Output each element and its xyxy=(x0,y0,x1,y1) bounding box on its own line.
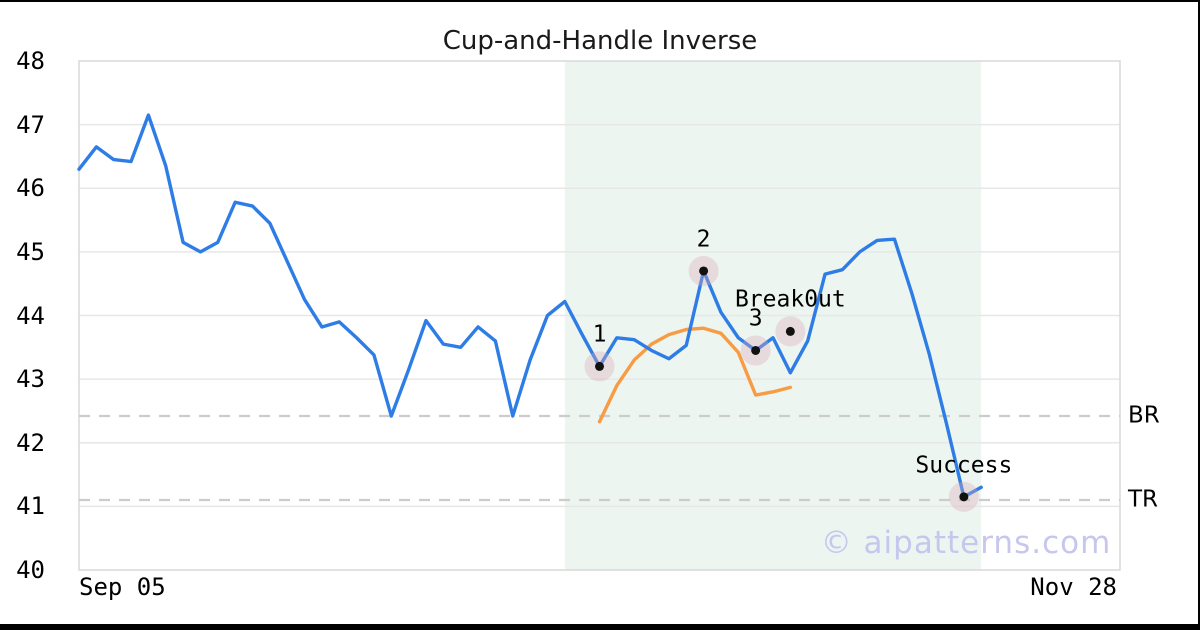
y-tick-label: 42 xyxy=(16,428,45,457)
marker-dot-3 xyxy=(751,345,761,355)
annotation-label-1: 1 xyxy=(592,321,607,348)
level-label-br: BR xyxy=(1128,402,1160,429)
y-tick-label: 47 xyxy=(16,110,45,139)
marker-dot-break0ut xyxy=(785,326,795,336)
annotation-label-3: 3 xyxy=(748,305,763,332)
annotation-label-break0ut: Break0ut xyxy=(734,286,846,313)
series-pattern-overlay xyxy=(597,326,793,424)
series-price xyxy=(77,113,983,499)
marker-dot-1 xyxy=(595,361,604,371)
y-tick-label: 40 xyxy=(16,556,45,584)
plot-border xyxy=(78,60,1121,571)
marker-dot-success xyxy=(959,492,969,502)
annotation-label-2: 2 xyxy=(696,226,711,253)
x-tick-label-end: Nov 28 xyxy=(1030,573,1117,601)
y-tick-label: 46 xyxy=(16,174,45,203)
x-tick-label-start: Sep 05 xyxy=(79,573,166,601)
level-label-tr: TR xyxy=(1128,486,1159,513)
marker-dot-2 xyxy=(699,266,709,276)
chart-title: Cup-and-Handle Inverse xyxy=(442,26,758,56)
y-tick-label: 43 xyxy=(16,365,45,394)
y-tick-label: 45 xyxy=(16,237,45,266)
y-tick-label: 48 xyxy=(16,47,45,75)
frame-top-border xyxy=(0,0,1200,2)
frame-right-border xyxy=(1198,0,1200,630)
watermark: © aipatterns.com xyxy=(820,525,1112,561)
y-tick-label: 41 xyxy=(16,492,45,521)
frame-bottom-border xyxy=(0,624,1200,630)
y-tick-label: 44 xyxy=(16,301,45,330)
annotation-label-success: Success xyxy=(915,452,1013,479)
